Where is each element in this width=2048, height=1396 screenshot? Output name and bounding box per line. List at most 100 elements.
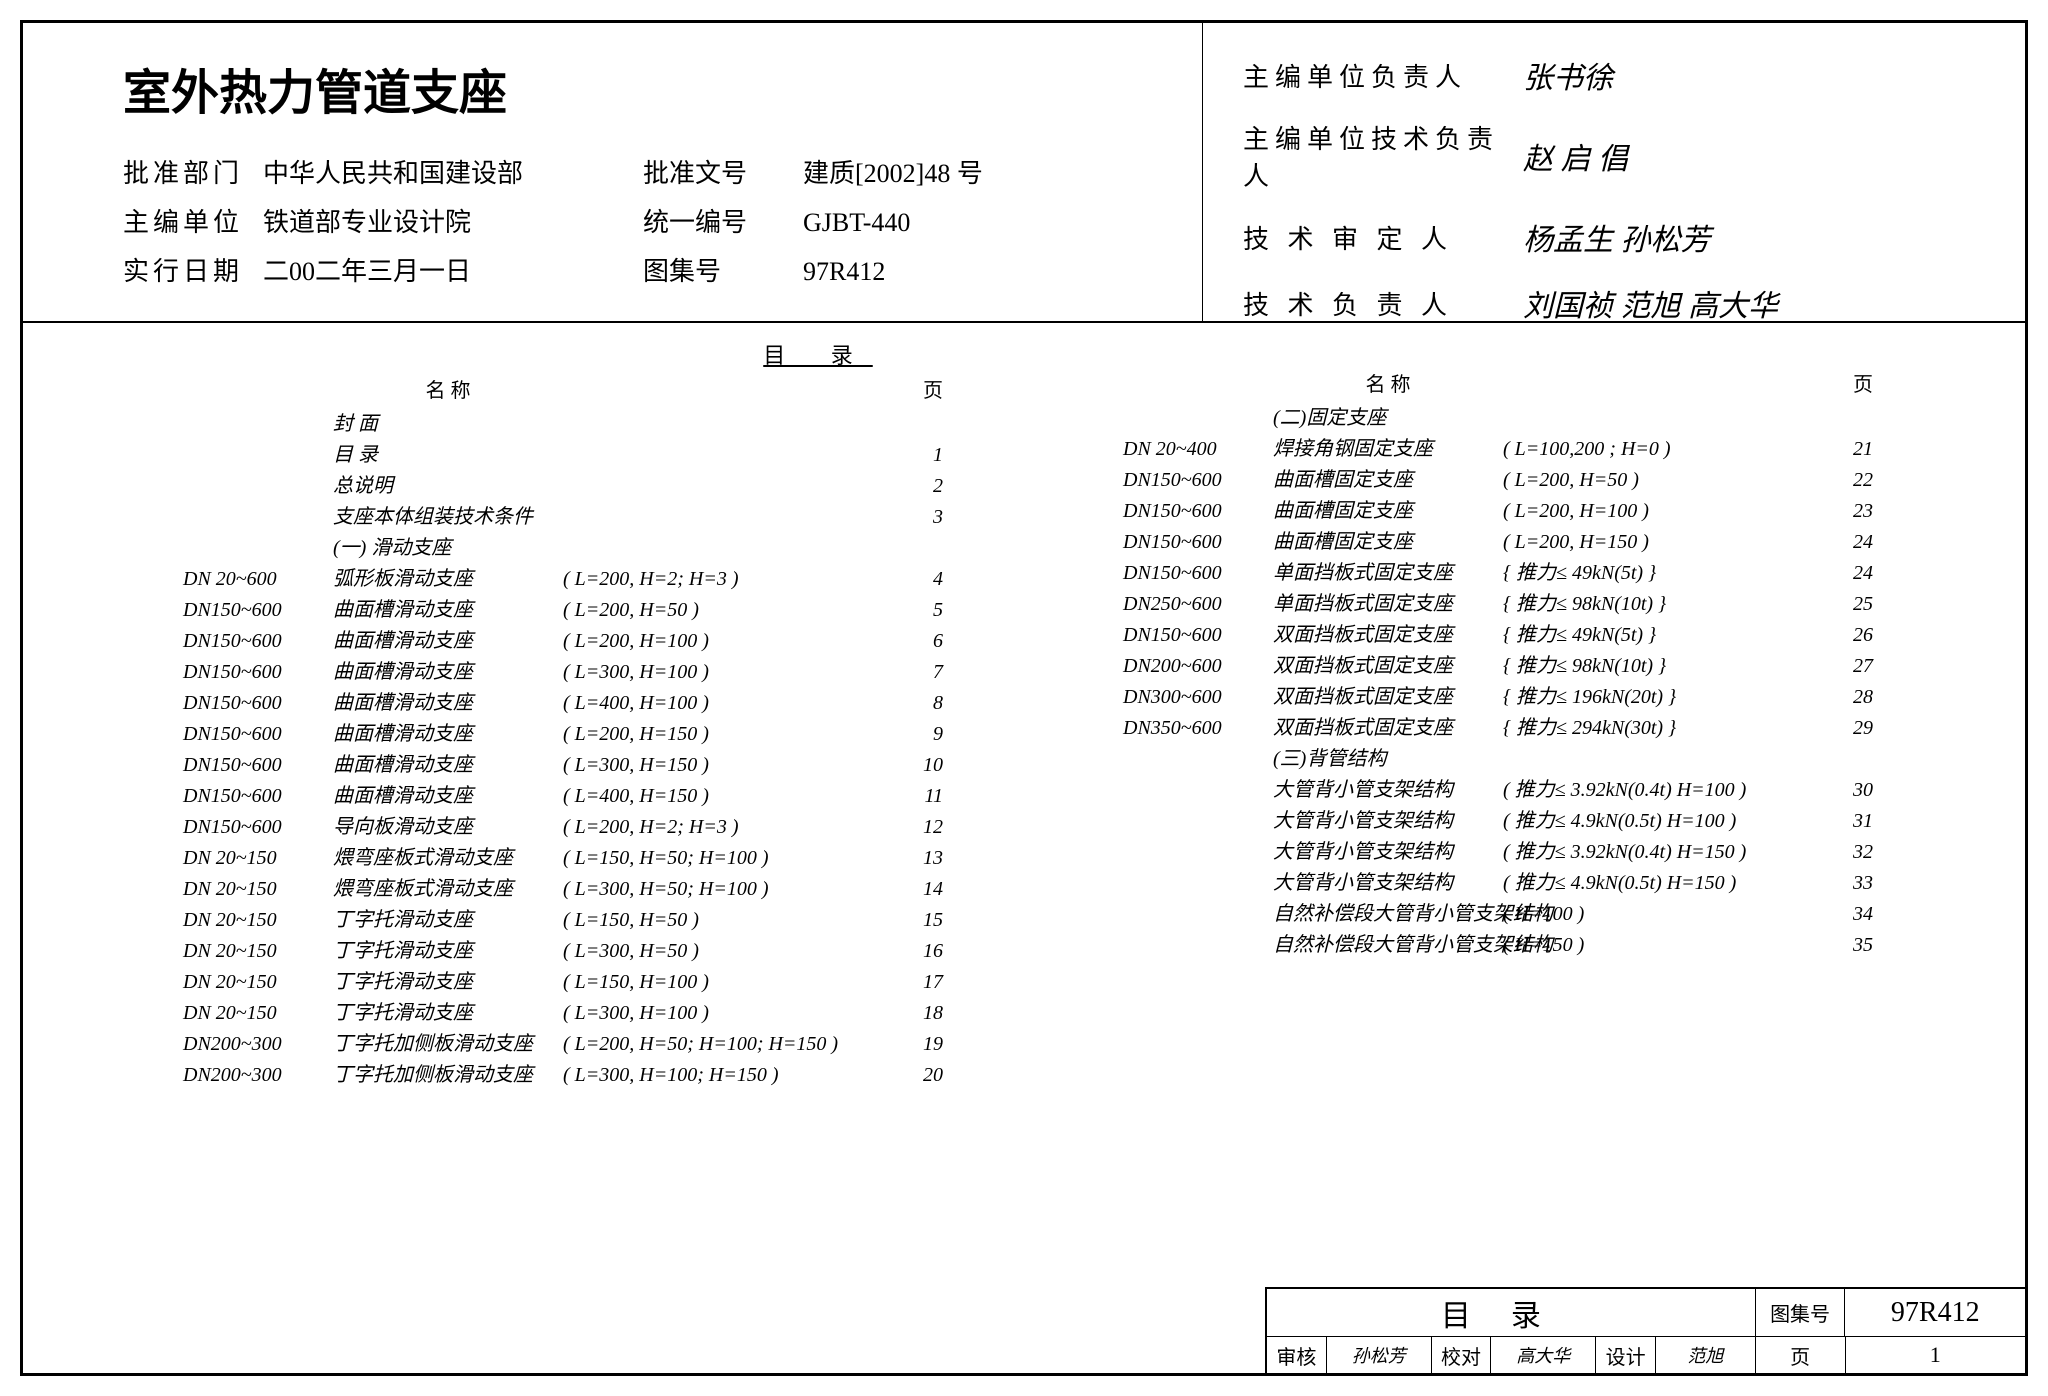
toc-row: DN 20~150煨弯座板式滑动支座( L=300, H=50; H=100 )… (183, 874, 1053, 905)
toc-spec: ( L=300, H=100; H=150 ) (563, 1060, 883, 1091)
toc-name: 丁字托滑动支座 (333, 998, 563, 1029)
header: 室外热力管道支座 批准部门中华人民共和国建设部批准文号建质[2002]48 号主… (23, 23, 2025, 323)
toc-dn: DN150~600 (183, 657, 333, 688)
toc-page: 19 (883, 1029, 943, 1060)
toc-name: 自然补偿段大管背小管支架结构 (1273, 930, 1503, 961)
signature-label: 主编单位负责人 (1243, 57, 1523, 94)
toc-page: 1 (883, 440, 943, 471)
toc-name: 焊接角钢固定支座 (1273, 434, 1503, 465)
toc-page: 16 (883, 936, 943, 967)
toc-dn (183, 502, 333, 533)
toc-name: 丁字托滑动支座 (333, 967, 563, 998)
toc-spec (563, 409, 883, 440)
header-value2: 97R412 (803, 257, 1003, 287)
toc-name: 煨弯座板式滑动支座 (333, 843, 563, 874)
toc-dn (1123, 930, 1273, 961)
signature-name: 刘国祯 范旭 高大华 (1523, 281, 1778, 325)
toc-dn: DN150~600 (183, 750, 333, 781)
col-name-label: 名 称 (333, 374, 563, 403)
header-right: 主编单位负责人张书徐主编单位技术负责人赵 启 倡技 术 审 定 人杨孟生 孙松芳… (1203, 23, 2025, 321)
toc-name: 大管背小管支架结构 (1273, 806, 1503, 837)
toc-spec: { 推力≤ 98kN(10t) } (1503, 651, 1813, 682)
toc-spec: ( L=300, H=100 ) (563, 657, 883, 688)
toc-dn (1123, 837, 1273, 868)
toc-page (883, 533, 943, 564)
toc-spec: { 推力≤ 98kN(10t) } (1503, 589, 1813, 620)
toc-dn: DN150~600 (183, 781, 333, 812)
toc-page: 32 (1813, 837, 1873, 868)
toc-row: DN150~600曲面槽固定支座( L=200, H=50 )22 (1123, 465, 1995, 496)
review-sig: 孙松芳 (1327, 1337, 1432, 1373)
page-label: 页 (1756, 1337, 1846, 1373)
toc-page: 34 (1813, 899, 1873, 930)
header-row: 主编单位铁道部专业设计院统一编号GJBT-440 (123, 202, 1162, 239)
toc-spec: ( 推力≤ 4.9kN(0.5t) H=100 ) (1503, 806, 1813, 837)
toc-spec: ( H=100 ) (1503, 899, 1813, 930)
toc-dn: DN 20~150 (183, 874, 333, 905)
toc-page: 23 (1813, 496, 1873, 527)
toc-spec: ( L=200, H=100 ) (1503, 496, 1813, 527)
toc-page: 8 (883, 688, 943, 719)
toc-dn: DN150~600 (183, 595, 333, 626)
toc-dn: DN150~600 (1123, 527, 1273, 558)
toc-name: 曲面槽滑动支座 (333, 781, 563, 812)
signature-name: 赵 启 倡 (1523, 134, 1628, 178)
toc-heading: 目 录 (583, 338, 1053, 370)
toc-page: 2 (883, 471, 943, 502)
toc-name: 曲面槽滑动支座 (333, 688, 563, 719)
toc-page: 31 (1813, 806, 1873, 837)
toc-spec: ( 推力≤ 3.92kN(0.4t) H=100 ) (1503, 775, 1813, 806)
toc-name: 单面挡板式固定支座 (1273, 558, 1503, 589)
design-sig: 范旭 (1656, 1337, 1756, 1373)
header-value2: 建质[2002]48 号 (803, 153, 1003, 190)
toc-row: DN150~600曲面槽滑动支座( L=200, H=150 )9 (183, 719, 1053, 750)
toc-name: 双面挡板式固定支座 (1273, 713, 1503, 744)
toc-page: 27 (1813, 651, 1873, 682)
toc-row: DN 20~150煨弯座板式滑动支座( L=150, H=50; H=100 )… (183, 843, 1053, 874)
header-label: 主编单位 (123, 202, 263, 239)
toc-name: 曲面槽固定支座 (1273, 465, 1503, 496)
toc-page: 18 (883, 998, 943, 1029)
signature-name: 杨孟生 孙松芳 (1523, 215, 1711, 259)
toc-row: DN200~300丁字托加侧板滑动支座( L=200, H=50; H=100;… (183, 1029, 1053, 1060)
toc-name: 丁字托加侧板滑动支座 (333, 1029, 563, 1060)
toc-name: 曲面槽固定支座 (1273, 496, 1503, 527)
toc-row: (二)固定支座 (1123, 403, 1995, 434)
toc-page (1813, 744, 1873, 775)
check-label: 校对 (1432, 1337, 1492, 1373)
toc-dn (1123, 775, 1273, 806)
toc-page: 10 (883, 750, 943, 781)
toc-row: DN 20~150丁字托滑动支座( L=150, H=50 )15 (183, 905, 1053, 936)
toc-dn: DN150~600 (1123, 558, 1273, 589)
drawing-set-number: 97R412 (1845, 1289, 2025, 1336)
toc-row: 大管背小管支架结构( 推力≤ 4.9kN(0.5t) H=150 )33 (1123, 868, 1995, 899)
signature-row: 技 术 审 定 人杨孟生 孙松芳 (1243, 215, 1985, 259)
toc-row: 支座本体组装技术条件3 (183, 502, 1053, 533)
toc-spec: ( L=200, H=100 ) (563, 626, 883, 657)
toc-row: 目 录1 (183, 440, 1053, 471)
toc-page: 28 (1813, 682, 1873, 713)
toc-row: DN150~600曲面槽滑动支座( L=200, H=50 )5 (183, 595, 1053, 626)
toc-row: DN150~600曲面槽固定支座( L=200, H=150 )24 (1123, 527, 1995, 558)
toc-name: 单面挡板式固定支座 (1273, 589, 1503, 620)
toc-dn: DN350~600 (1123, 713, 1273, 744)
toc-dn (1123, 868, 1273, 899)
toc-row: 封 面 (183, 409, 1053, 440)
review-label: 审核 (1267, 1337, 1327, 1373)
toc-right-column: 名 称 页 (二)固定支座DN 20~400焊接角钢固定支座( L=100,20… (1083, 323, 2025, 1373)
toc-row: DN200~300丁字托加侧板滑动支座( L=300, H=100; H=150… (183, 1060, 1053, 1091)
toc-spec: ( L=200, H=2; H=3 ) (563, 564, 883, 595)
toc-dn (1123, 899, 1273, 930)
toc-dn: DN 20~150 (183, 936, 333, 967)
toc-name: 封 面 (333, 409, 563, 440)
toc-header-row-right: 名 称 页 (1123, 368, 1995, 397)
toc-spec: ( L=200, H=50 ) (1503, 465, 1813, 496)
toc-dn: DN 20~150 (183, 967, 333, 998)
toc-dn: DN 20~600 (183, 564, 333, 595)
toc-name: 大管背小管支架结构 (1273, 775, 1503, 806)
toc-dn: DN150~600 (183, 812, 333, 843)
toc-name: 曲面槽滑动支座 (333, 626, 563, 657)
toc-page: 14 (883, 874, 943, 905)
toc-spec: ( L=200, H=150 ) (1503, 527, 1813, 558)
page-number: 1 (1846, 1337, 2025, 1373)
